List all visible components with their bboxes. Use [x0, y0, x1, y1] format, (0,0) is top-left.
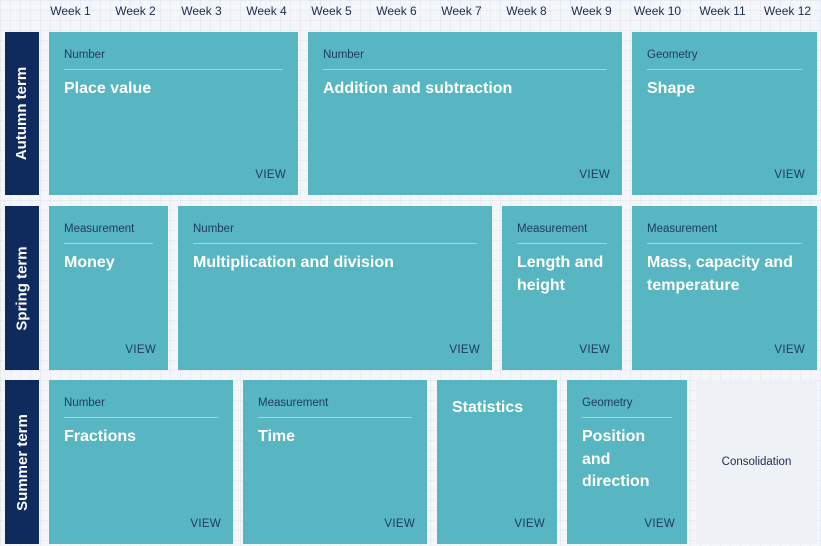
block-title: Place value: [64, 80, 152, 97]
block-divider: [647, 243, 802, 244]
block-card-shape[interactable]: Geometry Shape VIEW: [632, 32, 817, 195]
term-label-spring: Spring term: [5, 206, 39, 370]
block-card-statistics[interactable]: Statistics VIEW: [437, 380, 557, 544]
view-link[interactable]: VIEW: [774, 169, 805, 181]
block-card-length-height[interactable]: Measurement Length and height VIEW: [502, 206, 622, 370]
block-card-money[interactable]: Measurement Money VIEW: [49, 206, 168, 370]
block-divider: [64, 69, 283, 70]
week-label: Week 7: [441, 4, 482, 18]
block-category: Number: [323, 49, 364, 61]
block-divider: [64, 417, 218, 418]
view-link[interactable]: VIEW: [255, 169, 286, 181]
block-card-addition-subtraction[interactable]: Number Addition and subtraction VIEW: [308, 32, 622, 195]
week-label: Week 9: [571, 4, 612, 18]
block-divider: [193, 243, 477, 244]
consolidation-label: Consolidation: [721, 456, 792, 468]
block-divider: [647, 69, 802, 70]
week-label: Week 10: [633, 4, 682, 18]
term-label-text: Summer term: [13, 413, 31, 511]
term-label-text: Autumn term: [13, 66, 31, 161]
block-divider: [582, 417, 672, 418]
view-link[interactable]: VIEW: [644, 518, 675, 530]
block-category: Number: [193, 223, 234, 235]
block-divider: [517, 243, 607, 244]
view-link[interactable]: VIEW: [579, 344, 610, 356]
block-title: Mass, capacity and temperature: [647, 254, 793, 294]
block-category: Measurement: [647, 223, 718, 235]
block-card-fractions[interactable]: Number Fractions VIEW: [49, 380, 233, 544]
term-label-text: Spring term: [13, 245, 31, 331]
week-label: Week 2: [115, 4, 156, 18]
block-divider: [64, 243, 153, 244]
block-title: Statistics: [452, 399, 524, 416]
view-link[interactable]: VIEW: [384, 518, 415, 530]
view-link[interactable]: VIEW: [774, 344, 805, 356]
block-category: Measurement: [64, 223, 135, 235]
block-card-place-value[interactable]: Number Place value VIEW: [49, 32, 298, 195]
week-label: Week 1: [50, 4, 91, 18]
view-link[interactable]: VIEW: [125, 344, 156, 356]
week-label: Week 6: [376, 4, 417, 18]
block-category: Number: [64, 397, 105, 409]
week-label: Week 12: [763, 4, 812, 18]
block-card-position-direction[interactable]: Geometry Position and direction VIEW: [567, 380, 687, 544]
block-title: Money: [64, 254, 115, 271]
block-category: Number: [64, 49, 105, 61]
block-divider: [323, 69, 607, 70]
block-category: Geometry: [582, 397, 633, 409]
consolidation-block: Consolidation: [696, 380, 817, 544]
block-divider: [258, 417, 412, 418]
block-title: Fractions: [64, 428, 137, 445]
term-label-autumn: Autumn term: [5, 32, 39, 195]
week-label: Week 5: [311, 4, 352, 18]
block-title: Time: [258, 428, 296, 445]
block-category: Geometry: [647, 49, 698, 61]
view-link[interactable]: VIEW: [449, 344, 480, 356]
block-card-time[interactable]: Measurement Time VIEW: [243, 380, 427, 544]
block-title: Addition and subtraction: [323, 80, 513, 97]
block-card-multiplication-division[interactable]: Number Multiplication and division VIEW: [178, 206, 492, 370]
block-title: Position and direction: [582, 428, 650, 490]
block-title: Length and height: [517, 254, 604, 294]
view-link[interactable]: VIEW: [514, 518, 545, 530]
view-link[interactable]: VIEW: [190, 518, 221, 530]
week-label: Week 8: [506, 4, 547, 18]
week-label: Week 4: [246, 4, 287, 18]
view-link[interactable]: VIEW: [579, 169, 610, 181]
block-category: Measurement: [258, 397, 329, 409]
block-card-mass-capacity-temperature[interactable]: Measurement Mass, capacity and temperatu…: [632, 206, 817, 370]
block-title: Multiplication and division: [193, 254, 394, 271]
week-label: Week 11: [699, 4, 746, 18]
block-title: Shape: [647, 80, 696, 97]
week-label: Week 3: [181, 4, 222, 18]
block-category: Measurement: [517, 223, 588, 235]
term-label-summer: Summer term: [5, 380, 39, 544]
